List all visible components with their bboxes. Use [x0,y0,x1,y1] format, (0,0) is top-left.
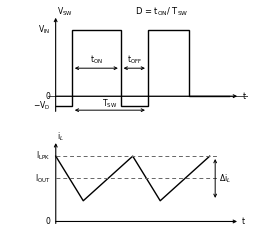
Text: I$_{\rm OUT}$: I$_{\rm OUT}$ [35,172,50,185]
Text: t$_{\rm OFF}$: t$_{\rm OFF}$ [127,53,142,65]
Text: 0: 0 [45,217,50,226]
Text: 0: 0 [45,92,50,101]
Text: t$_{\rm ON}$: t$_{\rm ON}$ [90,53,103,65]
Text: V$_{\rm SW}$: V$_{\rm SW}$ [57,5,73,17]
Y-axis label: SW Voltage: SW Voltage [11,43,20,86]
Text: $\Delta$i$_L$: $\Delta$i$_L$ [219,172,231,185]
Y-axis label: Inductor Current: Inductor Current [11,150,20,213]
Text: T$_{\rm SW}$: T$_{\rm SW}$ [102,97,117,109]
Text: D = t$_{\rm ON}$/ T$_{\rm SW}$: D = t$_{\rm ON}$/ T$_{\rm SW}$ [135,5,188,17]
Text: t: t [241,217,244,226]
Text: I$_{\rm LPK}$: I$_{\rm LPK}$ [36,150,50,162]
Text: t: t [243,92,246,101]
Text: i$_L$: i$_L$ [57,131,64,143]
Text: V$_{\rm IN}$: V$_{\rm IN}$ [38,23,50,36]
Text: $-$V$_{\rm D}$: $-$V$_{\rm D}$ [33,100,50,112]
